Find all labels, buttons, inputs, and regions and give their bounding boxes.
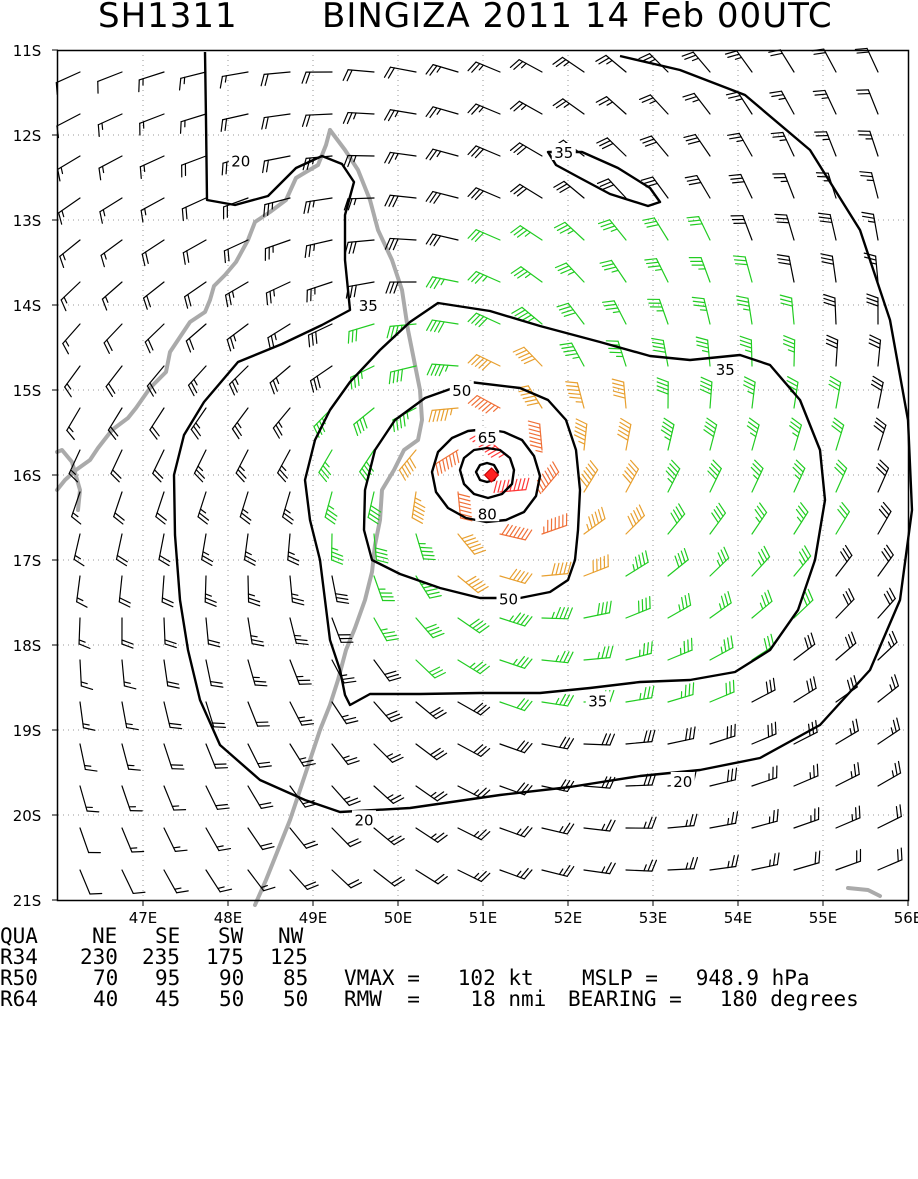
value-nw: 85	[283, 968, 308, 989]
contour-label: 20	[673, 773, 692, 791]
value-ne: 40	[93, 989, 118, 1010]
lon-tick-label: 52E	[554, 909, 583, 927]
lon-tick-label: 51E	[469, 909, 498, 927]
lat-tick-label: 19S	[13, 722, 42, 740]
lat-tick-label: 17S	[13, 552, 42, 570]
col-sw: SW	[218, 926, 243, 947]
contour-label: 50	[452, 382, 471, 400]
contour-label: 65	[478, 429, 497, 447]
lon-tick-label: 50E	[384, 909, 413, 927]
row-label: R64	[0, 989, 38, 1010]
lat-tick-label: 16S	[13, 467, 42, 485]
lon-tick-label: 55E	[809, 909, 838, 927]
bearing-value: BEARING = 180 degrees	[568, 989, 859, 1010]
contour-label: 35	[359, 297, 378, 315]
lat-tick-label: 14S	[13, 297, 42, 315]
row-label: R50	[0, 968, 38, 989]
lat-tick-label: 13S	[13, 212, 42, 230]
radii-table: QUA NE SE SW NW R34 230 235 175 125 R50 …	[0, 926, 918, 1014]
col-qua: QUA	[0, 926, 38, 947]
lat-tick-label: 12S	[13, 127, 42, 145]
lon-tick-label: 47E	[129, 909, 158, 927]
lat-tick-label: 15S	[13, 382, 42, 400]
value-sw: 175	[206, 947, 244, 968]
storm-name-date: BINGIZA 2011 14 Feb 00UTC	[322, 0, 833, 36]
value-nw: 125	[270, 947, 308, 968]
col-se: SE	[155, 926, 180, 947]
storm-id: SH1311	[98, 0, 238, 36]
contour-label: 80	[478, 505, 497, 523]
col-nw: NW	[278, 926, 303, 947]
chart-title: SH1311 BINGIZA 2011 14 Feb 00UTC	[0, 0, 918, 36]
lat-tick-label: 20S	[13, 807, 42, 825]
contour-label: 35	[716, 361, 735, 379]
value-se: 235	[142, 947, 180, 968]
value-se: 95	[155, 968, 180, 989]
mslp-value: MSLP = 948.9 hPa	[582, 968, 810, 989]
table-row-r64: R64 40 45 50 50 RMW = 18 nmi BEARING = 1…	[0, 989, 51, 1011]
lat-tick-label: 21S	[13, 892, 42, 910]
lat-tick-label: 18S	[13, 637, 42, 655]
col-ne: NE	[92, 926, 117, 947]
vmax-value: VMAX = 102 kt	[344, 968, 534, 989]
lon-tick-label: 53E	[639, 909, 668, 927]
value-se: 45	[155, 989, 180, 1010]
lon-tick-label: 54E	[724, 909, 753, 927]
row-label: R34	[0, 947, 38, 968]
contour-label: 20	[231, 153, 250, 171]
rmw-value: RMW = 18 nmi	[344, 989, 546, 1010]
value-sw: 50	[219, 989, 244, 1010]
lon-tick-label: 56E	[894, 909, 918, 927]
value-sw: 90	[219, 968, 244, 989]
contour-label: 20	[354, 811, 373, 829]
value-ne: 70	[93, 968, 118, 989]
contour-label: 35	[588, 692, 607, 710]
contour-label: 50	[499, 590, 518, 608]
contour-label: 35	[554, 144, 573, 162]
value-nw: 50	[283, 989, 308, 1010]
value-ne: 230	[80, 947, 118, 968]
